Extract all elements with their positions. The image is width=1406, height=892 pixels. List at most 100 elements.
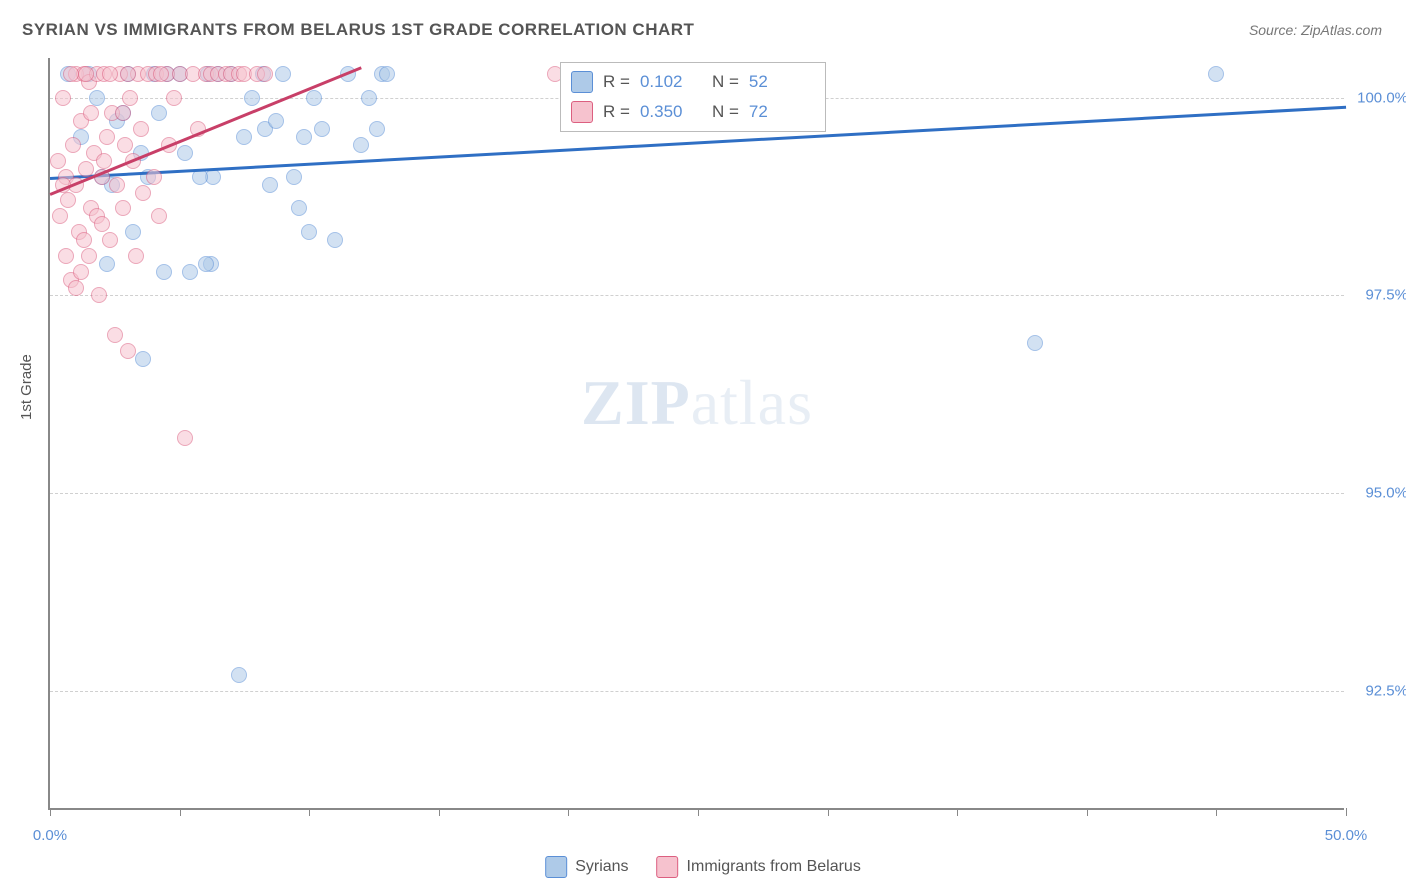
legend-r-value: 0.102 bbox=[640, 67, 702, 97]
scatter-marker-syrians bbox=[314, 121, 330, 137]
scatter-marker-belarus bbox=[50, 153, 66, 169]
scatter-marker-syrians bbox=[327, 232, 343, 248]
legend-swatch bbox=[571, 101, 593, 123]
scatter-marker-syrians bbox=[198, 256, 214, 272]
legend-series-label: Immigrants from Belarus bbox=[687, 858, 861, 876]
x-tick bbox=[568, 808, 569, 816]
legend-stats-row: R = 0.350 N = 72 bbox=[571, 97, 811, 127]
scatter-marker-belarus bbox=[73, 264, 89, 280]
scatter-marker-belarus bbox=[102, 66, 118, 82]
scatter-marker-syrians bbox=[268, 113, 284, 129]
legend-n-label: N = bbox=[712, 97, 739, 127]
chart-title: SYRIAN VS IMMIGRANTS FROM BELARUS 1ST GR… bbox=[22, 20, 694, 40]
scatter-marker-syrians bbox=[1027, 335, 1043, 351]
legend-n-label: N = bbox=[712, 67, 739, 97]
scatter-marker-belarus bbox=[60, 192, 76, 208]
scatter-marker-syrians bbox=[135, 351, 151, 367]
scatter-marker-belarus bbox=[153, 66, 169, 82]
x-tick-label: 0.0% bbox=[33, 827, 67, 844]
scatter-marker-syrians bbox=[369, 121, 385, 137]
legend-swatch bbox=[545, 856, 567, 878]
scatter-marker-belarus bbox=[115, 105, 131, 121]
scatter-marker-belarus bbox=[146, 169, 162, 185]
scatter-marker-syrians bbox=[99, 256, 115, 272]
scatter-marker-belarus bbox=[58, 248, 74, 264]
scatter-marker-syrians bbox=[177, 145, 193, 161]
scatter-marker-belarus bbox=[63, 66, 79, 82]
scatter-marker-belarus bbox=[120, 66, 136, 82]
scatter-marker-belarus bbox=[99, 129, 115, 145]
legend-series: Syrians Immigrants from Belarus bbox=[545, 856, 861, 878]
scatter-marker-belarus bbox=[94, 216, 110, 232]
legend-series-label: Syrians bbox=[575, 858, 628, 876]
y-tick-label: 100.0% bbox=[1348, 89, 1406, 106]
scatter-marker-belarus bbox=[115, 200, 131, 216]
legend-r-label: R = bbox=[603, 97, 630, 127]
legend-swatch bbox=[571, 71, 593, 93]
scatter-marker-syrians bbox=[296, 129, 312, 145]
scatter-marker-syrians bbox=[231, 667, 247, 683]
scatter-marker-syrians bbox=[125, 224, 141, 240]
x-tick bbox=[439, 808, 440, 816]
x-tick-label: 50.0% bbox=[1325, 827, 1368, 844]
legend-series-item: Immigrants from Belarus bbox=[657, 856, 861, 878]
legend-r-value: 0.350 bbox=[640, 97, 702, 127]
legend-r-label: R = bbox=[603, 67, 630, 97]
scatter-marker-belarus bbox=[120, 343, 136, 359]
scatter-marker-syrians bbox=[89, 90, 105, 106]
watermark-zip: ZIP bbox=[581, 367, 691, 438]
scatter-marker-syrians bbox=[286, 169, 302, 185]
scatter-marker-syrians bbox=[244, 90, 260, 106]
source-credit: Source: ZipAtlas.com bbox=[1249, 22, 1382, 38]
scatter-marker-syrians bbox=[306, 90, 322, 106]
watermark: ZIPatlas bbox=[581, 366, 813, 440]
scatter-marker-belarus bbox=[109, 177, 125, 193]
x-tick bbox=[1216, 808, 1217, 816]
scatter-marker-syrians bbox=[182, 264, 198, 280]
scatter-marker-syrians bbox=[379, 66, 395, 82]
legend-n-value: 52 bbox=[749, 67, 811, 97]
scatter-marker-syrians bbox=[1208, 66, 1224, 82]
scatter-marker-belarus bbox=[55, 90, 71, 106]
watermark-atlas: atlas bbox=[691, 367, 813, 438]
legend-stats-row: R = 0.102 N = 52 bbox=[571, 67, 811, 97]
scatter-marker-belarus bbox=[83, 105, 99, 121]
scatter-marker-belarus bbox=[133, 121, 149, 137]
scatter-marker-syrians bbox=[262, 177, 278, 193]
legend-series-item: Syrians bbox=[545, 856, 628, 878]
scatter-marker-belarus bbox=[76, 232, 92, 248]
scatter-marker-belarus bbox=[135, 185, 151, 201]
gridline bbox=[50, 295, 1344, 296]
scatter-marker-belarus bbox=[52, 208, 68, 224]
scatter-marker-syrians bbox=[291, 200, 307, 216]
legend-stats: R = 0.102 N = 52 R = 0.350 N = 72 bbox=[560, 62, 826, 132]
scatter-marker-belarus bbox=[91, 287, 107, 303]
scatter-marker-belarus bbox=[117, 137, 133, 153]
scatter-marker-belarus bbox=[65, 137, 81, 153]
gridline bbox=[50, 691, 1344, 692]
scatter-marker-belarus bbox=[102, 232, 118, 248]
x-tick bbox=[50, 808, 51, 816]
x-tick bbox=[698, 808, 699, 816]
legend-swatch bbox=[657, 856, 679, 878]
scatter-marker-belarus bbox=[257, 66, 273, 82]
legend-n-value: 72 bbox=[749, 97, 811, 127]
x-tick bbox=[1346, 808, 1347, 816]
scatter-marker-syrians bbox=[236, 129, 252, 145]
y-tick-label: 95.0% bbox=[1348, 485, 1406, 502]
scatter-marker-belarus bbox=[81, 248, 97, 264]
scatter-marker-syrians bbox=[275, 66, 291, 82]
scatter-marker-belarus bbox=[78, 161, 94, 177]
scatter-marker-syrians bbox=[301, 224, 317, 240]
x-tick bbox=[1087, 808, 1088, 816]
gridline bbox=[50, 493, 1344, 494]
y-tick-label: 92.5% bbox=[1348, 683, 1406, 700]
scatter-marker-belarus bbox=[68, 280, 84, 296]
x-tick bbox=[957, 808, 958, 816]
x-tick bbox=[309, 808, 310, 816]
y-tick-label: 97.5% bbox=[1348, 287, 1406, 304]
scatter-marker-belarus bbox=[122, 90, 138, 106]
x-tick bbox=[828, 808, 829, 816]
scatter-marker-syrians bbox=[156, 264, 172, 280]
plot-area: ZIPatlas 100.0%97.5%95.0%92.5%0.0%50.0% bbox=[48, 58, 1344, 810]
